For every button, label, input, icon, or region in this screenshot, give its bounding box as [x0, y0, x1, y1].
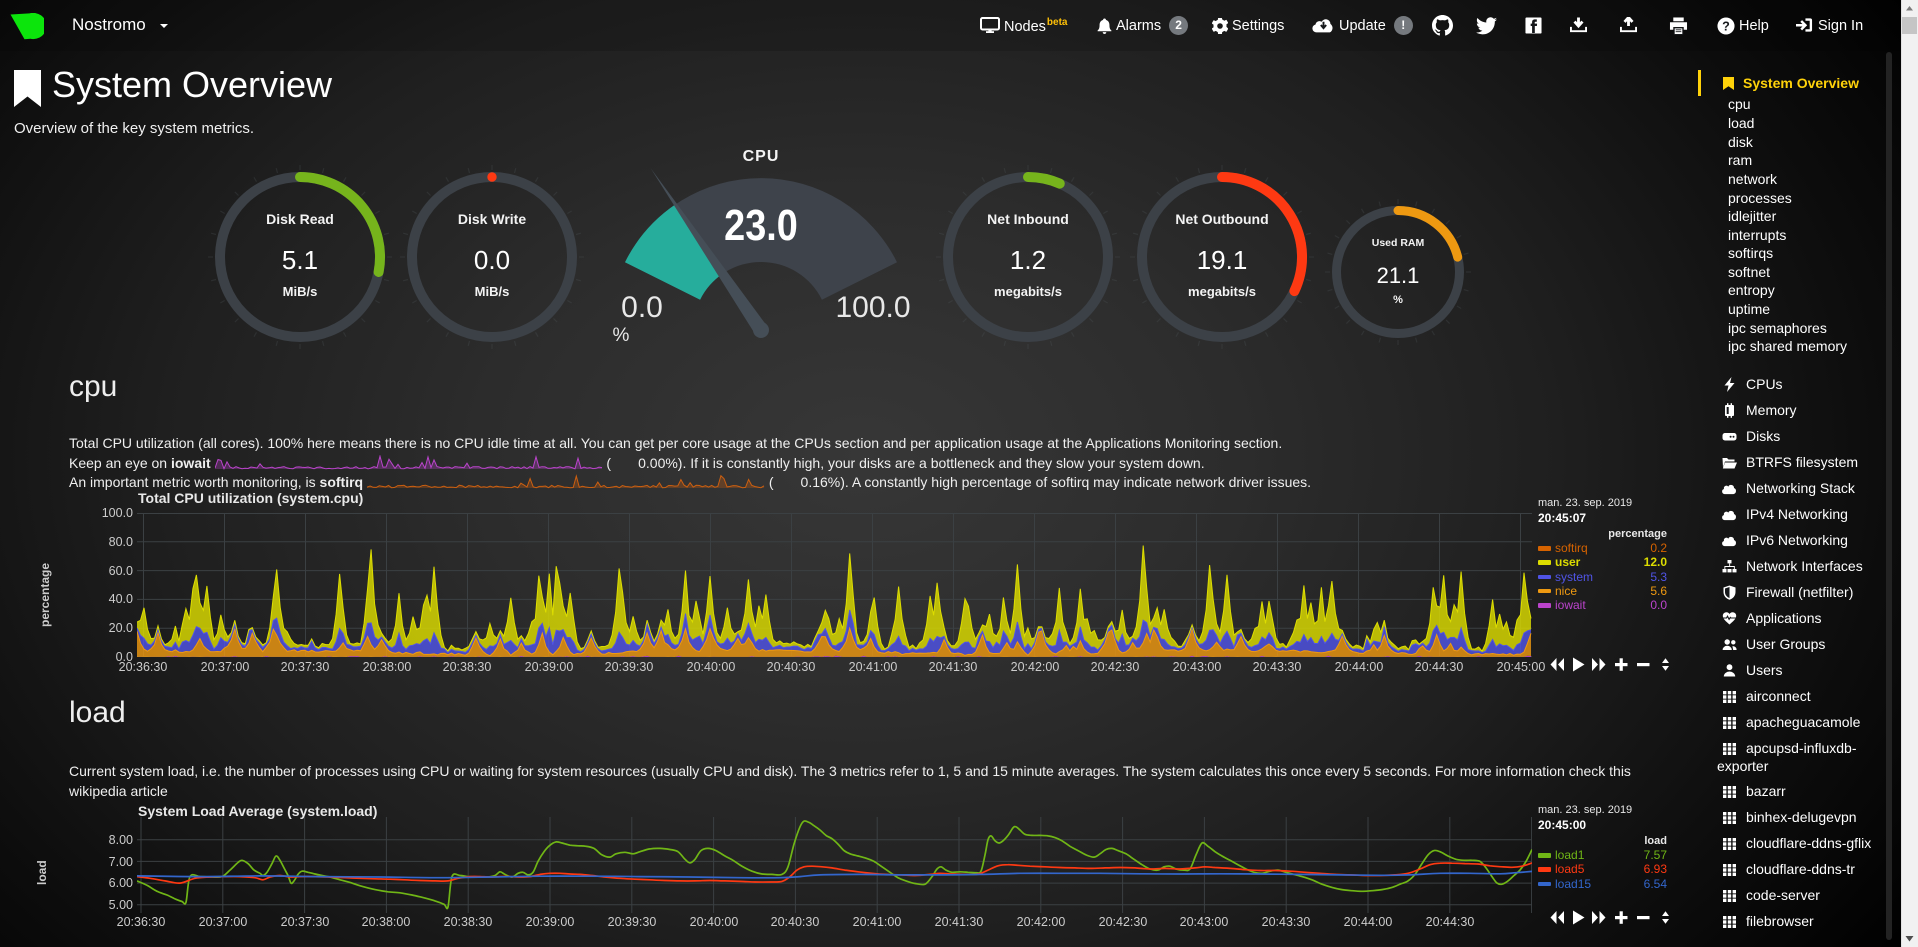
- svg-text:?: ?: [1722, 19, 1730, 33]
